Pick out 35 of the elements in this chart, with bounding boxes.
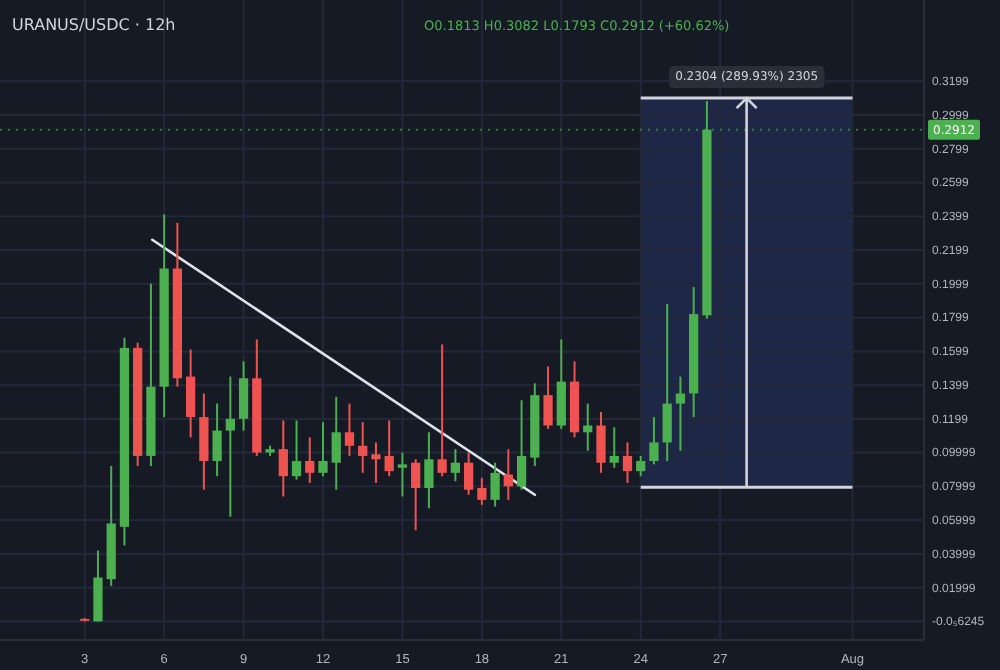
candlestick xyxy=(93,549,103,623)
candlestick xyxy=(490,461,500,508)
candlestick xyxy=(185,348,196,439)
candlestick xyxy=(291,419,302,481)
candlestick xyxy=(397,451,408,498)
candlestick xyxy=(358,421,368,474)
candlestick xyxy=(344,402,355,457)
candlestick xyxy=(662,302,672,462)
candlestick xyxy=(199,392,209,491)
candlestick xyxy=(278,419,288,498)
candlestick xyxy=(450,448,461,483)
candlestick xyxy=(622,441,633,484)
candlestick xyxy=(238,360,249,432)
candlestick xyxy=(463,451,474,496)
candlestick xyxy=(371,441,381,484)
candlestick xyxy=(384,419,394,478)
candlestick xyxy=(543,365,553,430)
candlestick xyxy=(318,421,328,478)
candlestick xyxy=(437,343,447,478)
text: URANUS/USDC · 12h xyxy=(12,16,176,34)
candlestick xyxy=(305,436,315,484)
candlestick xyxy=(556,338,566,430)
candlestick xyxy=(331,395,341,491)
candlestick xyxy=(675,375,686,452)
candlestick xyxy=(609,426,619,469)
candlestick xyxy=(212,402,222,478)
candlestick xyxy=(649,416,659,466)
candlestick xyxy=(411,458,421,532)
candlestick xyxy=(477,476,487,506)
candlestick xyxy=(596,411,606,474)
candlestick xyxy=(424,431,434,510)
candlestick xyxy=(636,454,646,478)
candlestick xyxy=(516,399,527,491)
candlestick xyxy=(503,448,513,501)
candlestick xyxy=(225,375,235,518)
